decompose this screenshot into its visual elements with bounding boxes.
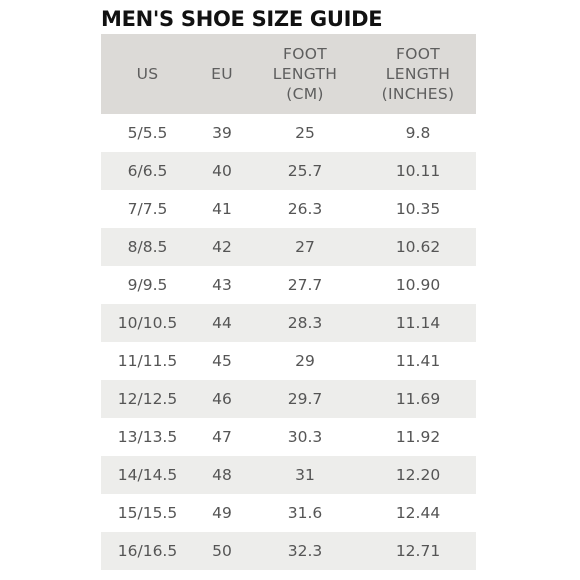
foot-length-cm-cell: 30.3 [287,428,323,446]
foot-length-cm-cell: 29 [295,352,315,370]
header-line: LENGTH [385,65,451,83]
header-foot-length-cm: FOOT LENGTH (CM) [250,34,360,114]
eu-size-cell: 42 [212,238,232,256]
eu-size-cell: 46 [212,390,232,408]
foot-length-inches-cell: 10.11 [395,162,441,180]
foot-length-cm-cell: 31 [295,466,315,484]
table-row: 13/13.5 47 30.3 11.92 [101,418,476,456]
foot-length-cm-cell: 25 [295,124,315,142]
foot-length-cm-cell: 27 [295,238,315,256]
foot-length-inches-cell: 11.92 [395,428,441,446]
foot-length-inches-cell: 12.20 [395,466,441,484]
eu-size-cell: 48 [212,466,232,484]
table-header: US EU FOOT LENGTH (CM) FOOT LENGTH (INCHES) [101,34,476,114]
header-line: (CM) [286,85,324,103]
table-row: 10/10.5 44 28.3 11.14 [101,304,476,342]
us-size-cell: 6/6.5 [127,162,168,180]
foot-length-cm-cell: 26.3 [287,200,323,218]
table-row: 11/11.5 45 29 11.41 [101,342,476,380]
us-size-cell: 8/8.5 [127,238,168,256]
us-size-cell: 7/7.5 [127,200,168,218]
us-size-cell: 14/14.5 [117,466,178,484]
us-size-cell: 11/11.5 [117,352,178,370]
foot-length-cm-cell: 31.6 [287,504,323,522]
header-line: LENGTH [272,65,338,83]
us-size-cell: 9/9.5 [127,276,168,294]
foot-length-cm-cell: 29.7 [287,390,323,408]
page-title: MEN'S SHOE SIZE GUIDE [101,7,383,31]
table-row: 5/5.5 39 25 9.8 [101,114,476,152]
table-row: 16/16.5 50 32.3 12.71 [101,532,476,570]
eu-size-cell: 41 [212,200,232,218]
us-size-cell: 10/10.5 [117,314,178,332]
foot-length-inches-cell: 11.41 [395,352,441,370]
foot-length-cm-cell: 27.7 [287,276,323,294]
header-line: FOOT [396,45,440,63]
header-foot-length-inches: FOOT LENGTH (INCHES) [360,34,476,114]
table-row: 15/15.5 49 31.6 12.44 [101,494,476,532]
header-line: FOOT [283,45,327,63]
foot-length-inches-cell: 9.8 [405,124,431,142]
foot-length-cm-cell: 32.3 [287,542,323,560]
table-body: 5/5.5 39 25 9.8 6/6.5 40 25.7 10.11 7/7.5 41 26.3 1… [101,114,476,570]
foot-length-inches-cell: 10.35 [395,200,441,218]
table-row: 6/6.5 40 25.7 10.11 [101,152,476,190]
foot-length-inches-cell: 11.14 [395,314,441,332]
header-eu: EU [194,34,250,114]
eu-size-cell: 47 [212,428,232,446]
header-us: US [101,34,194,114]
header-row: US EU FOOT LENGTH (CM) FOOT LENGTH (INCHES) [101,34,476,114]
table-row: 9/9.5 43 27.7 10.90 [101,266,476,304]
table-row: 8/8.5 42 27 10.62 [101,228,476,266]
us-size-cell: 13/13.5 [117,428,178,446]
foot-length-cm-cell: 28.3 [287,314,323,332]
eu-size-cell: 50 [212,542,232,560]
foot-length-inches-cell: 10.62 [395,238,441,256]
eu-size-cell: 49 [212,504,232,522]
table-row: 14/14.5 48 31 12.20 [101,456,476,494]
eu-size-cell: 39 [212,124,232,142]
foot-length-cm-cell: 25.7 [287,162,323,180]
us-size-cell: 16/16.5 [117,542,178,560]
eu-size-cell: 43 [212,276,232,294]
foot-length-inches-cell: 12.44 [395,504,441,522]
table-row: 7/7.5 41 26.3 10.35 [101,190,476,228]
header-line: (INCHES) [381,85,455,103]
foot-length-inches-cell: 11.69 [395,390,441,408]
eu-size-cell: 40 [212,162,232,180]
foot-length-inches-cell: 12.71 [395,542,441,560]
us-size-cell: 15/15.5 [117,504,178,522]
header-line: US [136,65,159,83]
size-guide-table: US EU FOOT LENGTH (CM) FOOT LENGTH (INCHES) … [101,34,476,570]
us-size-cell: 12/12.5 [117,390,178,408]
eu-size-cell: 45 [212,352,232,370]
eu-size-cell: 44 [212,314,232,332]
foot-length-inches-cell: 10.90 [395,276,441,294]
header-line: EU [211,65,233,83]
table-row: 12/12.5 46 29.7 11.69 [101,380,476,418]
us-size-cell: 5/5.5 [127,124,168,142]
